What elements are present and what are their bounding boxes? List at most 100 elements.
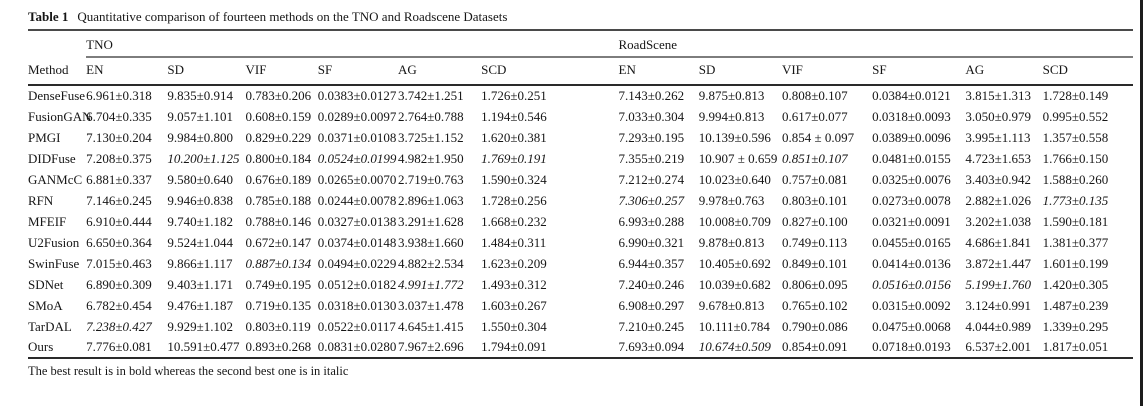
column-header: SD <box>167 57 246 86</box>
column-header: SF <box>317 57 398 86</box>
value-cell: 0.0512±0.0182 <box>317 276 397 292</box>
column-header: VIF <box>781 57 873 86</box>
table-row: PMGI 7.130±0.204 9.984±0.800 0.829±0.229 0.0… <box>28 127 1133 148</box>
method-cell: SMoA <box>28 297 63 313</box>
value-cell: 3.725±1.152 <box>397 129 464 145</box>
table-row: DIDFuse 7.208±0.375 10.200±1.125 0.800±0.18… <box>28 148 1133 169</box>
table-footnote: The best result is in bold whereas the s… <box>28 364 349 378</box>
value-cell: 0.672±0.147 <box>245 234 312 250</box>
value-cell: 1.817±0.051 <box>1042 337 1133 359</box>
value-cell: 0.0383±0.0127 <box>317 88 397 103</box>
value-cell: 7.146±0.245 <box>86 192 152 208</box>
value-cell: 3.124±0.991 <box>965 297 1032 313</box>
value-cell: 2.896±1.063 <box>397 192 464 208</box>
value-cell: 1.623±0.209 <box>481 255 547 271</box>
method-cell: TarDAL <box>28 318 72 334</box>
value-cell: 0.800±0.184 <box>245 150 312 166</box>
value-cell: 0.0371±0.0108 <box>317 129 397 145</box>
value-cell: 9.476±1.187 <box>167 297 233 313</box>
value-cell: 0.0374±0.0148 <box>317 234 397 250</box>
value-cell: 0.0481±0.0155 <box>872 150 951 166</box>
value-cell: 0.854 ± 0.097 <box>781 129 855 145</box>
value-cell: 0.0494±0.0229 <box>317 255 397 271</box>
value-cell: 3.815±1.313 <box>965 88 1032 103</box>
value-cell: 6.993±0.288 <box>618 213 685 229</box>
value-cell: 6.908±0.297 <box>618 297 685 313</box>
method-cell: MFEIF <box>28 213 67 229</box>
value-cell: 0.0522±0.0117 <box>317 318 396 334</box>
value-cell: 0.749±0.113 <box>781 234 848 250</box>
value-cell: 0.854±0.091 <box>781 337 873 359</box>
value-cell: 7.238±0.427 <box>86 318 152 334</box>
method-cell: RFN <box>28 192 54 208</box>
value-cell: 0.829±0.229 <box>245 129 312 145</box>
value-cell: 0.803±0.101 <box>781 192 848 208</box>
table-row: SDNet 6.890±0.309 9.403±1.171 0.749±0.195 0.… <box>28 274 1133 295</box>
value-cell: 6.961±0.318 <box>86 88 152 103</box>
value-cell: 0.788±0.146 <box>245 213 312 229</box>
value-cell: 6.650±0.364 <box>86 234 152 250</box>
value-cell: 0.0414±0.0136 <box>872 255 951 271</box>
value-cell: 9.984±0.800 <box>167 129 233 145</box>
value-cell: 1.484±0.311 <box>481 234 547 250</box>
value-cell: 0.827±0.100 <box>781 213 848 229</box>
value-cell: 2.719±0.763 <box>397 171 464 187</box>
value-cell: 1.550±0.304 <box>481 318 547 334</box>
value-cell: 1.357±0.558 <box>1042 129 1109 145</box>
table-caption-label: Table 1 <box>28 9 69 24</box>
value-cell: 0.0455±0.0165 <box>872 234 951 250</box>
value-cell: 1.603±0.267 <box>481 297 547 313</box>
value-cell: 0.851±0.107 <box>781 150 848 166</box>
value-cell: 1.728±0.256 <box>481 192 547 208</box>
value-cell: 4.645±1.415 <box>397 318 464 334</box>
value-cell: 0.0289±0.0097 <box>317 108 397 124</box>
column-header: SD <box>698 57 782 86</box>
column-header: SCD <box>1042 57 1133 86</box>
table-caption-text: Quantitative comparison of fourteen meth… <box>77 9 508 24</box>
table-row: RFN 7.146±0.245 9.946±0.838 0.785±0.188 0.02… <box>28 190 1133 211</box>
value-cell: 0.0389±0.0096 <box>872 129 951 145</box>
value-cell: 9.740±1.182 <box>167 213 233 229</box>
value-cell: 6.890±0.309 <box>86 276 152 292</box>
value-cell: 4.686±1.841 <box>965 234 1032 250</box>
column-header: AG <box>965 57 1043 86</box>
value-cell: 7.143±0.262 <box>618 88 685 103</box>
value-cell: 1.487±0.239 <box>1042 297 1109 313</box>
value-cell: 0.806±0.095 <box>781 276 848 292</box>
group-header-roadscene: RoadScene <box>618 29 1133 58</box>
value-cell: 0.0384±0.0121 <box>872 88 951 103</box>
value-cell: 0.749±0.195 <box>245 276 312 292</box>
value-cell: 1.769±0.191 <box>481 150 547 166</box>
value-cell: 1.620±0.381 <box>481 129 547 145</box>
value-cell: 0.790±0.086 <box>781 318 848 334</box>
table-row: Ours 7.776±0.081 10.591±0.477 0.893±0.268 0.… <box>28 337 1133 359</box>
value-cell: 0.0244±0.0078 <box>317 192 397 208</box>
value-cell: 9.835±0.914 <box>167 88 233 103</box>
group-header-spacer <box>28 29 87 57</box>
table-row: FusionGAN 6.704±0.335 9.057±1.101 0.608±0.1… <box>28 106 1133 127</box>
value-cell: 4.882±2.534 <box>397 255 464 271</box>
value-cell: 10.023±0.640 <box>698 171 771 187</box>
value-cell: 7.776±0.081 <box>86 337 168 359</box>
value-cell: 0.0321±0.0091 <box>872 213 951 229</box>
value-cell: 0.608±0.159 <box>245 108 312 124</box>
group-header-tno: TNO <box>86 29 619 58</box>
value-cell: 3.403±0.942 <box>965 171 1032 187</box>
value-cell: 1.726±0.251 <box>481 88 547 103</box>
value-cell: 9.057±1.101 <box>167 108 233 124</box>
table-body: DenseFuse 6.961±0.318 9.835±0.914 0.783±0.2… <box>28 85 1133 359</box>
value-cell: 10.111±0.784 <box>698 318 770 334</box>
value-cell: 7.208±0.375 <box>86 150 152 166</box>
value-cell: 0.0524±0.0199 <box>317 150 397 166</box>
table-row: DenseFuse 6.961±0.318 9.835±0.914 0.783±0.2… <box>28 85 1133 106</box>
value-cell: 1.773±0.135 <box>1042 192 1109 208</box>
value-cell: 9.946±0.838 <box>167 192 233 208</box>
column-header: SCD <box>481 57 619 86</box>
value-cell: 0.719±0.135 <box>245 297 312 313</box>
comparison-table: TNO RoadScene Method EN SD VIF SF AG SCD… <box>28 29 1133 359</box>
value-cell: 9.875±0.813 <box>698 88 765 103</box>
value-cell: 6.537±2.001 <box>965 337 1043 359</box>
value-cell: 1.381±0.377 <box>1042 234 1109 250</box>
value-cell: 3.938±1.660 <box>397 234 464 250</box>
value-cell: 0.0516±0.0156 <box>872 276 951 292</box>
